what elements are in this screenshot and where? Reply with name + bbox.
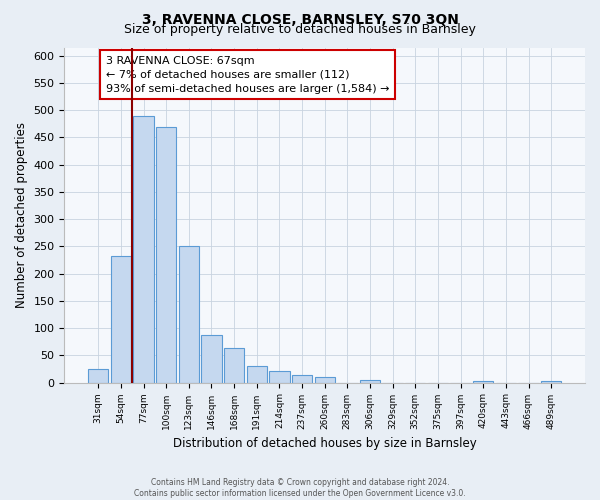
Bar xyxy=(473,381,493,382)
Bar xyxy=(201,334,221,382)
Y-axis label: Number of detached properties: Number of detached properties xyxy=(15,122,28,308)
Bar xyxy=(269,370,290,382)
Bar xyxy=(247,366,267,382)
X-axis label: Distribution of detached houses by size in Barnsley: Distribution of detached houses by size … xyxy=(173,437,476,450)
Bar xyxy=(360,380,380,382)
Bar xyxy=(314,377,335,382)
Bar xyxy=(88,369,109,382)
Bar xyxy=(156,126,176,382)
Text: Contains HM Land Registry data © Crown copyright and database right 2024.
Contai: Contains HM Land Registry data © Crown c… xyxy=(134,478,466,498)
Bar xyxy=(224,348,244,382)
Bar xyxy=(133,116,154,382)
Text: Size of property relative to detached houses in Barnsley: Size of property relative to detached ho… xyxy=(124,22,476,36)
Bar xyxy=(179,246,199,382)
Bar xyxy=(111,256,131,382)
Bar xyxy=(292,376,312,382)
Bar xyxy=(541,381,562,382)
Text: 3, RAVENNA CLOSE, BARNSLEY, S70 3QN: 3, RAVENNA CLOSE, BARNSLEY, S70 3QN xyxy=(142,12,458,26)
Text: 3 RAVENNA CLOSE: 67sqm
← 7% of detached houses are smaller (112)
93% of semi-det: 3 RAVENNA CLOSE: 67sqm ← 7% of detached … xyxy=(106,56,389,94)
